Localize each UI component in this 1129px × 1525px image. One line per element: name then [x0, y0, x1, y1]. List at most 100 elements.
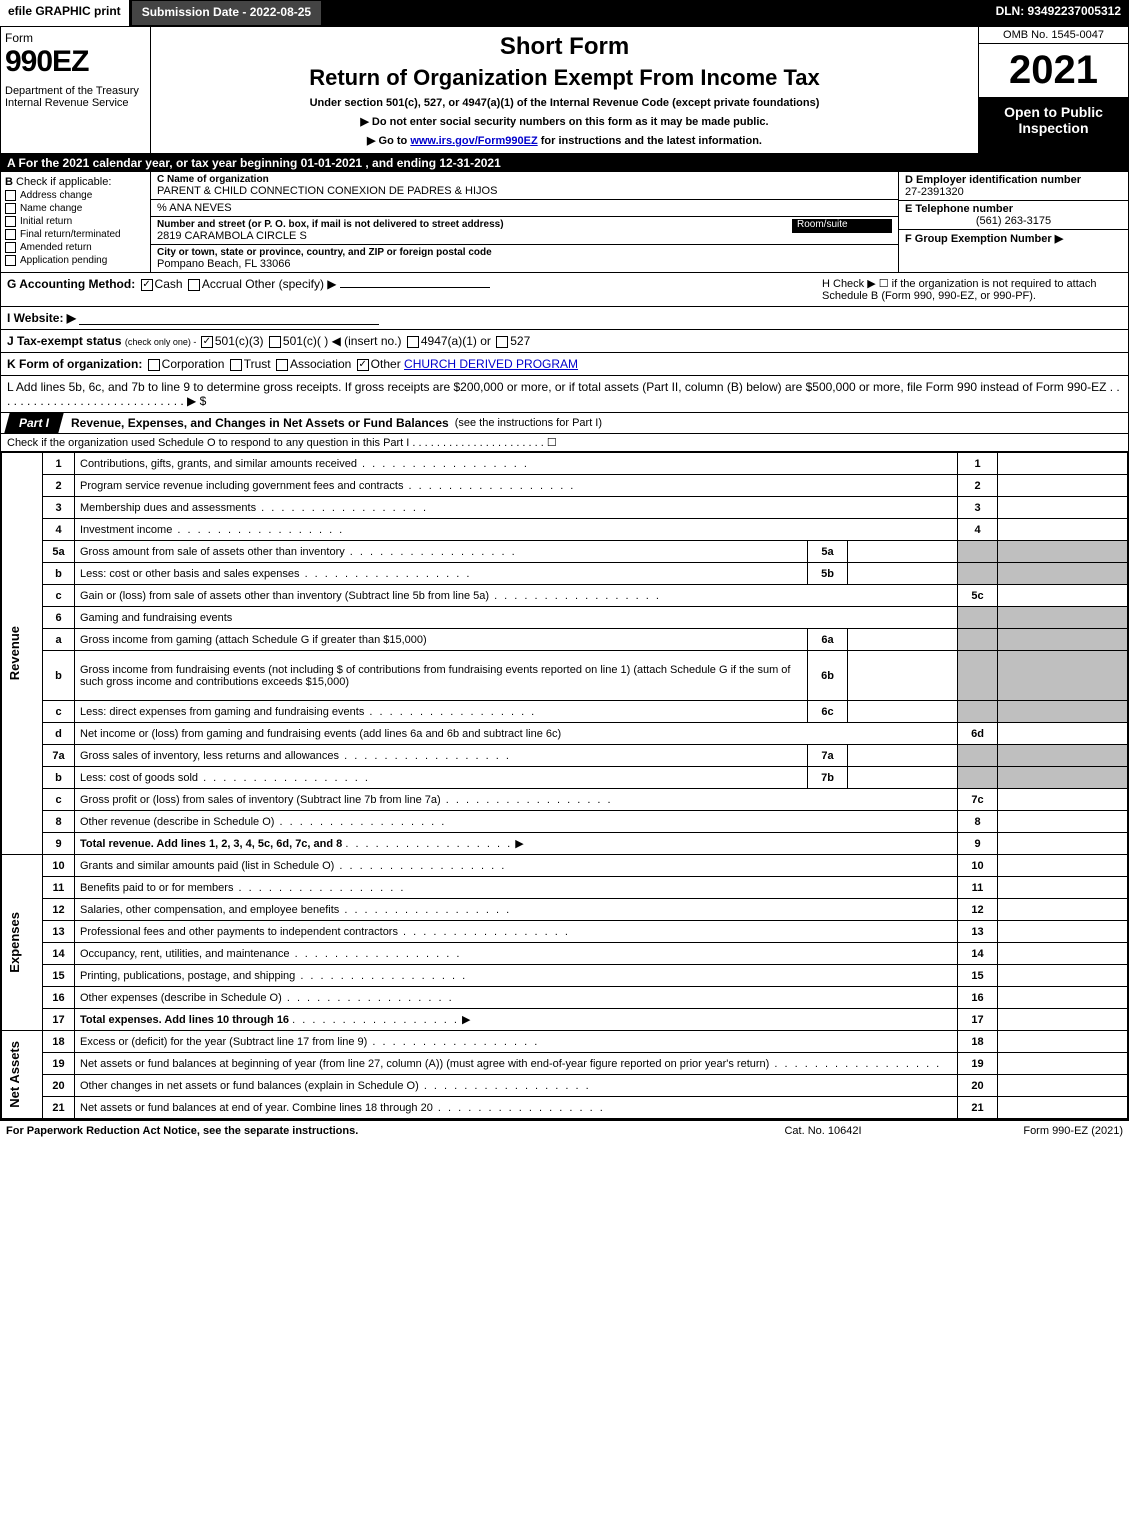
- checkbox-icon: [5, 190, 16, 201]
- line-end-num: 5c: [958, 585, 998, 607]
- top-bar: efile GRAPHIC print Submission Date - 20…: [0, 0, 1129, 26]
- chk-4947[interactable]: [407, 336, 419, 348]
- sub-amount[interactable]: [848, 745, 958, 767]
- line-amount[interactable]: [998, 453, 1128, 475]
- line-amount[interactable]: [998, 1053, 1128, 1075]
- omb-number: OMB No. 1545-0047: [979, 27, 1128, 44]
- return-title: Return of Organization Exempt From Incom…: [157, 65, 972, 91]
- chk-initial-return[interactable]: Initial return: [5, 216, 146, 227]
- line-end-num: 17: [958, 1009, 998, 1031]
- chk-501c[interactable]: [269, 336, 281, 348]
- line-desc: Gross income from fundraising events (no…: [75, 651, 808, 701]
- line-amount[interactable]: [998, 943, 1128, 965]
- street-address: 2819 CARAMBOLA CIRCLE S: [157, 230, 792, 242]
- line-amount[interactable]: [998, 475, 1128, 497]
- chk-other-org[interactable]: ✓: [357, 359, 369, 371]
- line-num: d: [43, 723, 75, 745]
- ein-label: D Employer identification number: [905, 174, 1122, 186]
- line-desc: Gross profit or (loss) from sales of inv…: [80, 794, 613, 806]
- chk-address-change[interactable]: Address change: [5, 190, 146, 201]
- part-i-tab: Part I: [4, 413, 63, 433]
- group-exemption-label: F Group Exemption Number: [905, 233, 1052, 245]
- chk-association[interactable]: [276, 359, 288, 371]
- chk-application-pending[interactable]: Application pending: [5, 255, 146, 266]
- insert-no: ◀ (insert no.): [332, 334, 402, 348]
- chk-name-change[interactable]: Name change: [5, 203, 146, 214]
- section-a: A For the 2021 calendar year, or tax yea…: [1, 154, 1128, 172]
- line-amount[interactable]: [998, 855, 1128, 877]
- chk-label: Initial return: [20, 216, 72, 227]
- line-desc: Net income or (loss) from gaming and fun…: [75, 723, 958, 745]
- chk-527[interactable]: [496, 336, 508, 348]
- sub-amount[interactable]: [848, 651, 958, 701]
- chk-trust[interactable]: [230, 359, 242, 371]
- chk-501c3[interactable]: ✓: [201, 336, 213, 348]
- line-end-num: 13: [958, 921, 998, 943]
- chk-label: Address change: [20, 190, 92, 201]
- grey-cell: [958, 745, 998, 767]
- website-input[interactable]: [79, 311, 379, 325]
- chk-accrual[interactable]: [188, 279, 200, 291]
- part-i-note: (see the instructions for Part I): [449, 417, 602, 429]
- sub-num: 7b: [808, 767, 848, 789]
- department: Department of the Treasury Internal Reve…: [5, 85, 146, 109]
- line-num: 3: [43, 497, 75, 519]
- other-org-label: Other: [371, 357, 404, 371]
- sub-amount[interactable]: [848, 701, 958, 723]
- line-desc: Gain or (loss) from sale of assets other…: [80, 590, 661, 602]
- chk-label: Name change: [20, 203, 82, 214]
- cat-no: Cat. No. 10642I: [723, 1125, 923, 1137]
- chk-amended-return[interactable]: Amended return: [5, 242, 146, 253]
- line-amount[interactable]: [998, 833, 1128, 855]
- line-amount[interactable]: [998, 1009, 1128, 1031]
- chk-cash[interactable]: ✓: [141, 279, 153, 291]
- line-num: 1: [43, 453, 75, 475]
- line-amount[interactable]: [998, 921, 1128, 943]
- line-end-num: 20: [958, 1075, 998, 1097]
- sub-num: 5a: [808, 541, 848, 563]
- line-amount[interactable]: [998, 789, 1128, 811]
- accounting-method-label: G Accounting Method:: [7, 277, 135, 291]
- other-org-value[interactable]: CHURCH DERIVED PROGRAM: [404, 357, 578, 371]
- line-desc: Gross amount from sale of assets other t…: [80, 546, 517, 558]
- line-end-num: 6d: [958, 723, 998, 745]
- line-amount[interactable]: [998, 1097, 1128, 1119]
- line-amount[interactable]: [998, 497, 1128, 519]
- sub-amount[interactable]: [848, 767, 958, 789]
- line-amount[interactable]: [998, 1031, 1128, 1053]
- line-amount[interactable]: [998, 811, 1128, 833]
- goto-suffix: for instructions and the latest informat…: [541, 135, 762, 147]
- block-b-label: B: [5, 176, 13, 188]
- line-amount[interactable]: [998, 965, 1128, 987]
- line-amount[interactable]: [998, 877, 1128, 899]
- other-specify-input[interactable]: [340, 287, 490, 288]
- sub-amount[interactable]: [848, 629, 958, 651]
- chk-label: Amended return: [20, 242, 92, 253]
- line-end-num: 7c: [958, 789, 998, 811]
- sub-num: 6a: [808, 629, 848, 651]
- line-amount[interactable]: [998, 585, 1128, 607]
- line-num: 12: [43, 899, 75, 921]
- goto-link[interactable]: www.irs.gov/Form990EZ: [410, 135, 537, 147]
- line-num: 10: [43, 855, 75, 877]
- sub-amount[interactable]: [848, 541, 958, 563]
- header-mid: Short Form Return of Organization Exempt…: [151, 27, 978, 153]
- phone: (561) 263-3175: [905, 215, 1122, 227]
- line-amount[interactable]: [998, 1075, 1128, 1097]
- chk-final-return[interactable]: Final return/terminated: [5, 229, 146, 240]
- org-name: PARENT & CHILD CONNECTION CONEXION DE PA…: [157, 185, 892, 197]
- line-desc: Salaries, other compensation, and employ…: [80, 904, 511, 916]
- line-amount[interactable]: [998, 519, 1128, 541]
- chk-corporation[interactable]: [148, 359, 160, 371]
- grey-cell: [998, 701, 1128, 723]
- line-amount[interactable]: [998, 899, 1128, 921]
- part-i-title: Revenue, Expenses, and Changes in Net As…: [61, 416, 449, 430]
- sub-amount[interactable]: [848, 563, 958, 585]
- form-ref: Form 990-EZ (2021): [923, 1125, 1123, 1137]
- line-end-num: 16: [958, 987, 998, 1009]
- line-amount[interactable]: [998, 723, 1128, 745]
- block-b-c-d: B Check if applicable: Address change Na…: [1, 172, 1128, 273]
- efile-print-button[interactable]: efile GRAPHIC print: [0, 0, 131, 26]
- line-amount[interactable]: [998, 987, 1128, 1009]
- line-num: 11: [43, 877, 75, 899]
